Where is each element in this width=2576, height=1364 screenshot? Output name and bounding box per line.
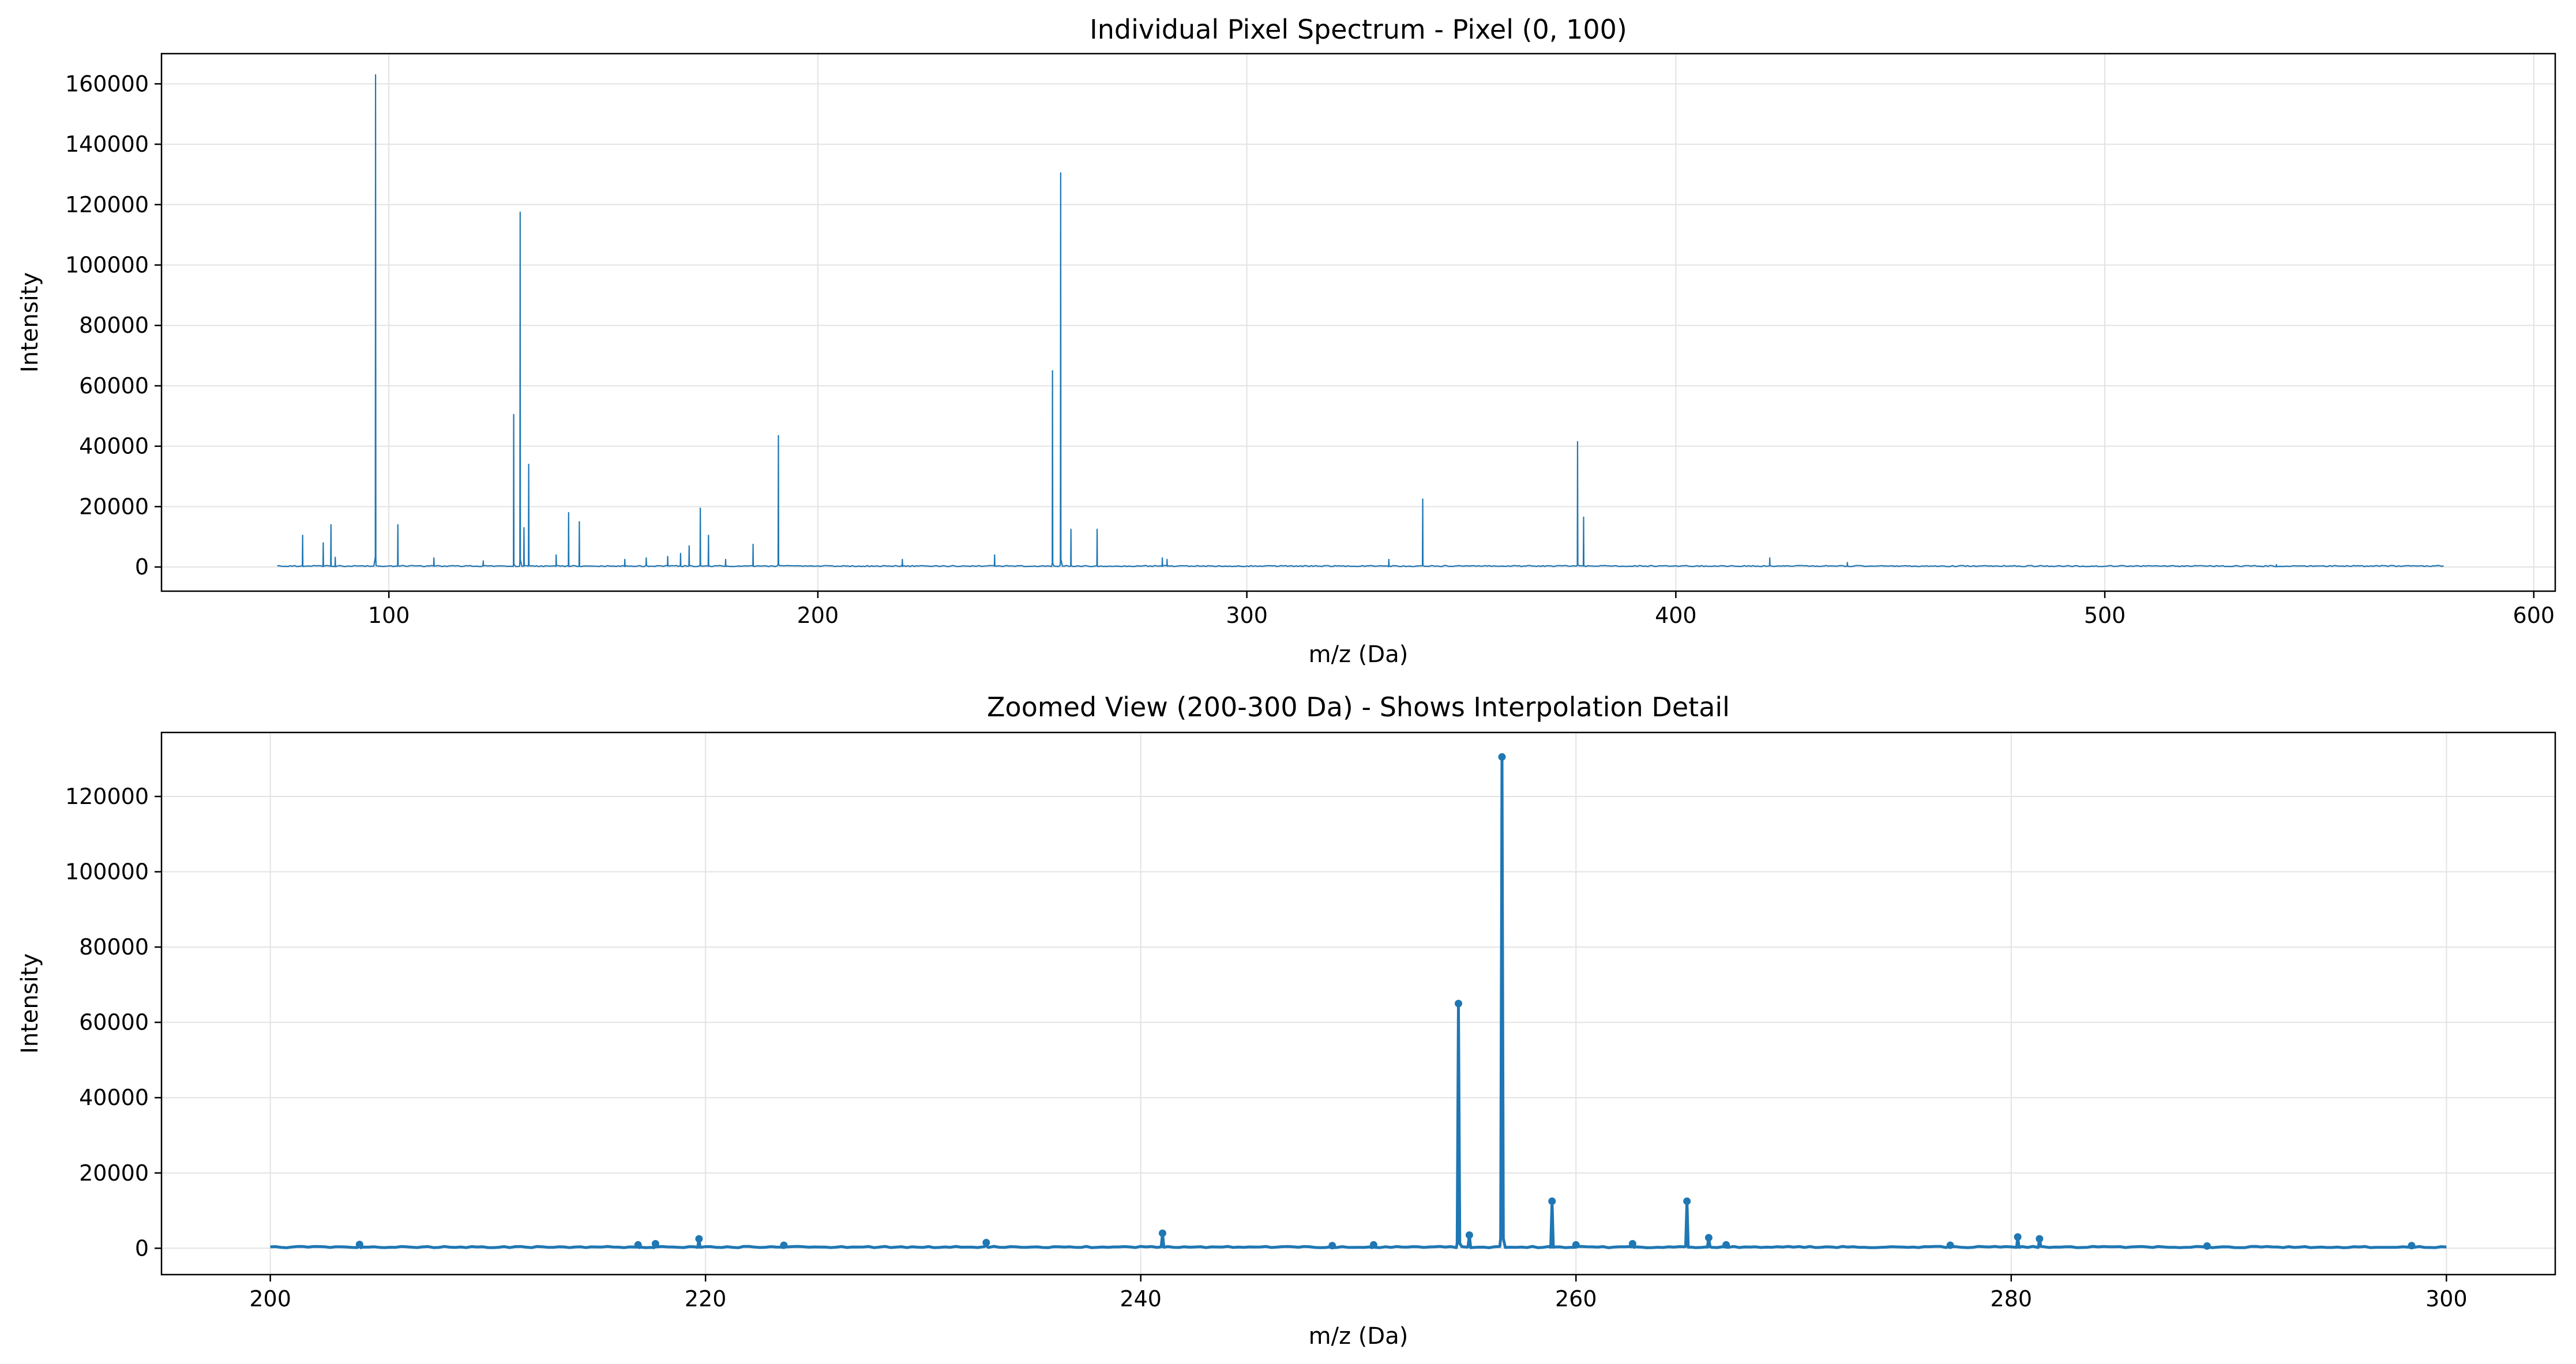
x-tick-label: 220 xyxy=(685,1286,727,1312)
peak-marker xyxy=(1548,1197,1556,1205)
bottom-axis-ticks: 200 220 240 260 280 300 0 20000 40000 60000 80000 1… xyxy=(65,784,2468,1312)
top-chart-title: Individual Pixel Spectrum - Pixel (0, 10… xyxy=(1090,14,1627,45)
bottom-x-axis-label: m/z (Da) xyxy=(1309,1323,1409,1350)
bottom-chart-title: Zoomed View (200-300 Da) - Shows Interpo… xyxy=(987,692,1730,723)
x-tick-label: 200 xyxy=(249,1286,291,1312)
x-tick-label: 260 xyxy=(1555,1286,1597,1312)
top-y-axis-label: Intensity xyxy=(17,272,43,373)
top-axis-ticks: 100 200 300 400 500 600 0 20000 40000 60000 80000 1… xyxy=(65,71,2555,628)
x-tick-label: 600 xyxy=(2513,603,2555,628)
y-tick-label: 100000 xyxy=(65,859,149,885)
peak-marker xyxy=(355,1241,363,1249)
peak-marker xyxy=(1722,1241,1730,1249)
peak-marker xyxy=(1455,999,1463,1008)
y-tick-label: 80000 xyxy=(79,313,149,338)
y-tick-label: 160000 xyxy=(65,71,149,96)
y-tick-label: 120000 xyxy=(65,192,149,217)
y-tick-label: 0 xyxy=(135,554,149,580)
y-tick-label: 120000 xyxy=(65,784,149,809)
x-tick-label: 500 xyxy=(2084,603,2126,628)
y-tick-label: 40000 xyxy=(79,1085,149,1110)
x-tick-label: 400 xyxy=(1655,603,1697,628)
y-tick-label: 40000 xyxy=(79,434,149,459)
bottom-series-zoomed-spectrum xyxy=(270,753,2447,1250)
peak-marker xyxy=(1158,1229,1166,1237)
top-x-axis-label: m/z (Da) xyxy=(1309,641,1409,668)
y-tick-label: 0 xyxy=(135,1235,149,1261)
x-tick-label: 240 xyxy=(1120,1286,1162,1312)
bottom-plot-frame xyxy=(160,731,2556,1276)
full-spectrum-panel: Individual Pixel Spectrum - Pixel (0, 10… xyxy=(17,14,2556,668)
y-tick-label: 20000 xyxy=(79,494,149,519)
peak-marker xyxy=(634,1241,642,1249)
peak-marker xyxy=(1465,1231,1473,1239)
series-line xyxy=(277,74,2444,568)
peak-marker xyxy=(1628,1239,1636,1247)
x-tick-label: 280 xyxy=(1991,1286,2033,1312)
peak-marker xyxy=(2014,1233,2022,1241)
peak-marker xyxy=(1572,1241,1580,1249)
x-tick-label: 300 xyxy=(2425,1286,2468,1312)
top-grid xyxy=(162,54,2555,591)
peak-marker xyxy=(1498,753,1506,761)
top-series-full-spectrum xyxy=(277,74,2444,568)
peak-marker xyxy=(982,1239,990,1247)
y-tick-label: 20000 xyxy=(79,1160,149,1186)
y-tick-label: 60000 xyxy=(79,1010,149,1035)
peak-marker xyxy=(2408,1242,2416,1250)
bottom-y-axis-label: Intensity xyxy=(17,953,43,1054)
y-tick-label: 100000 xyxy=(65,253,149,278)
y-tick-label: 60000 xyxy=(79,373,149,399)
peak-marker xyxy=(780,1241,788,1249)
x-tick-label: 100 xyxy=(368,603,410,628)
peak-marker xyxy=(695,1235,703,1243)
peak-marker xyxy=(1328,1242,1336,1250)
peak-marker xyxy=(1683,1197,1691,1205)
y-tick-label: 140000 xyxy=(65,131,149,157)
x-tick-label: 200 xyxy=(797,603,839,628)
peak-marker xyxy=(1369,1241,1377,1249)
peak-marker xyxy=(1946,1241,1954,1249)
top-plot-frame xyxy=(160,52,2556,592)
zoomed-spectrum-panel: Zoomed View (200-300 Da) - Shows Interpo… xyxy=(17,692,2556,1350)
y-tick-label: 80000 xyxy=(79,934,149,960)
peak-marker xyxy=(2203,1242,2211,1250)
peak-marker xyxy=(651,1239,659,1247)
x-tick-label: 300 xyxy=(1226,603,1268,628)
peak-marker xyxy=(2036,1235,2044,1243)
peak-marker xyxy=(1704,1234,1713,1242)
